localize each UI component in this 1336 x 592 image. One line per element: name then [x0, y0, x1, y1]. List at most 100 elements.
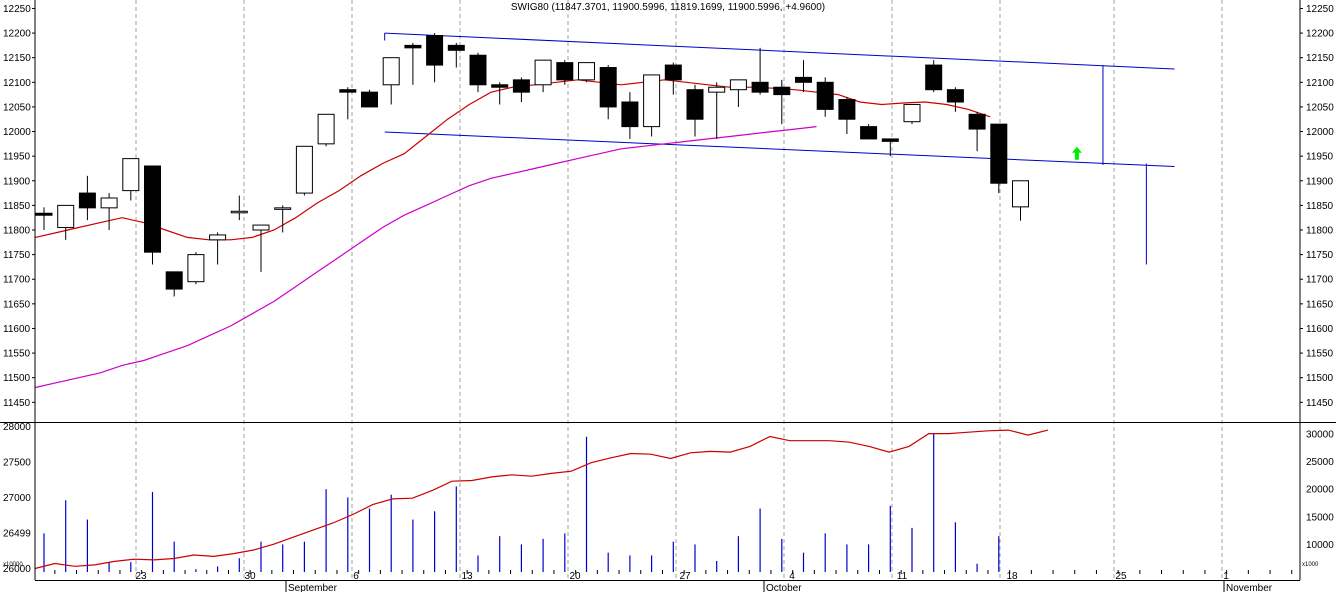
- candle-body-38: [860, 126, 878, 140]
- candle-body-24: [556, 62, 574, 81]
- volume-tick-label-right-1: 25000: [1306, 457, 1334, 468]
- candle-body-40: [903, 103, 921, 123]
- signal-arrow-up-icon: [1071, 146, 1082, 160]
- candle-body-13: [317, 113, 335, 145]
- day-label-10: 1: [1223, 571, 1229, 582]
- candle-body-19: [447, 44, 465, 51]
- candle-body-29: [664, 64, 682, 81]
- price-tick-label-left-8: 11850: [3, 201, 31, 212]
- month-label-0: September: [288, 583, 338, 592]
- grid: [135, 0, 1223, 580]
- candle-body-41: [925, 64, 943, 91]
- price-tick-label-left-5: 12000: [3, 127, 31, 138]
- channel-lower-line: [384, 131, 1175, 167]
- candle-body-1: [57, 204, 75, 229]
- candle-body-27: [621, 101, 639, 128]
- candle-body-3: [100, 197, 118, 209]
- price-tick-label-right-15: 11500: [1306, 373, 1334, 384]
- price-tick-label-right-4: 12050: [1306, 102, 1334, 113]
- candle-body-5: [144, 165, 161, 253]
- candles: [35, 33, 1029, 297]
- volume-left-unit: x10000: [3, 562, 23, 568]
- candle-body-10: [252, 224, 270, 231]
- price-tick-label-left-3: 12100: [3, 78, 31, 89]
- price-tick-label-right-1: 12200: [1306, 29, 1334, 40]
- candle-body-39: [881, 138, 899, 142]
- month-label-1: October: [766, 583, 802, 592]
- markers: [1071, 65, 1147, 265]
- day-label-7: 11: [897, 571, 908, 582]
- price-tick-label-left-7: 11900: [3, 176, 31, 187]
- volume-line-path: [34, 429, 1049, 570]
- volume-tick-label-right-4: 10000: [1306, 540, 1334, 551]
- candle-body-11: [274, 207, 292, 210]
- price-tick-label-right-10: 11750: [1306, 250, 1334, 261]
- candle-body-0: [35, 212, 53, 216]
- candle-body-25: [578, 62, 595, 81]
- candle-body-2: [78, 192, 96, 209]
- candle-body-45: [1012, 180, 1029, 208]
- candle-body-8: [209, 234, 227, 241]
- price-tick-label-left-13: 11600: [3, 324, 31, 335]
- volume-tick-label-left-0: 28000: [3, 422, 31, 433]
- volume-tick-label-left-4: 26000: [3, 564, 31, 575]
- price-tick-label-left-4: 12050: [3, 102, 31, 113]
- volume-right-unit: x1000: [1302, 562, 1319, 568]
- day-label-0: 23: [135, 571, 147, 582]
- price-tick-label-right-5: 12000: [1306, 127, 1334, 138]
- candle-body-15: [361, 91, 378, 108]
- candle-body-33: [751, 81, 769, 93]
- volume-bars: [43, 434, 1000, 572]
- price-tick-label-left-15: 11500: [3, 373, 31, 384]
- volume-tick-label-right-2: 20000: [1306, 485, 1334, 496]
- price-tick-label-left-12: 11650: [3, 299, 31, 310]
- volume-tick-label-left-3: 26499: [3, 529, 31, 540]
- axis-labels: 12250 12250 12200 12200 12150 12150 12100 12100…: [3, 4, 1334, 592]
- candle-body-9: [230, 210, 248, 214]
- candle-body-12: [295, 145, 313, 194]
- price-tick-label-left-0: 12250: [3, 4, 31, 15]
- volume-line: [34, 429, 1049, 570]
- price-tick-label-right-3: 12100: [1306, 78, 1334, 89]
- price-tick-label-right-16: 11450: [1306, 398, 1334, 409]
- candle-body-32: [729, 79, 747, 91]
- price-tick-label-left-10: 11750: [3, 250, 31, 261]
- volume-tick-label-left-1: 27500: [3, 458, 31, 469]
- candle-body-37: [838, 99, 856, 120]
- volume-tick-label-left-2: 27000: [3, 493, 31, 504]
- candle-body-34: [773, 86, 791, 96]
- day-label-6: 4: [789, 571, 795, 582]
- price-tick-label-right-11: 11700: [1306, 275, 1334, 286]
- price-tick-label-left-2: 12150: [3, 53, 31, 64]
- trend-channel: [384, 32, 1175, 167]
- day-label-8: 18: [1006, 571, 1018, 582]
- day-label-9: 25: [1115, 571, 1127, 582]
- candle-body-43: [968, 113, 986, 130]
- price-tick-label-left-9: 11800: [3, 226, 31, 237]
- candle-body-31: [708, 86, 726, 93]
- price-tick-label-right-8: 11850: [1306, 201, 1334, 212]
- candle-body-17: [404, 44, 422, 49]
- price-tick-label-left-16: 11450: [3, 398, 31, 409]
- candle-body-42: [946, 89, 964, 103]
- price-tick-label-right-0: 12250: [1306, 4, 1334, 15]
- candle-body-28: [643, 74, 661, 128]
- price-tick-label-right-7: 11900: [1306, 176, 1334, 187]
- day-label-1: 30: [244, 571, 256, 582]
- candle-body-30: [686, 89, 704, 120]
- candle-body-35: [795, 76, 812, 83]
- price-tick-label-right-2: 12150: [1306, 53, 1334, 64]
- candle-body-14: [339, 89, 357, 93]
- candle-body-6: [165, 271, 183, 290]
- day-label-3: 13: [461, 571, 473, 582]
- day-label-2: 6: [353, 571, 359, 582]
- candle-body-21: [491, 84, 509, 88]
- volume-tick-label-right-0: 30000: [1306, 430, 1334, 441]
- candle-body-7: [187, 254, 205, 283]
- price-tick-label-right-12: 11650: [1306, 299, 1334, 310]
- price-tick-label-left-6: 11950: [3, 152, 31, 163]
- price-tick-label-right-14: 11550: [1306, 349, 1334, 360]
- price-tick-label-left-14: 11550: [3, 349, 31, 360]
